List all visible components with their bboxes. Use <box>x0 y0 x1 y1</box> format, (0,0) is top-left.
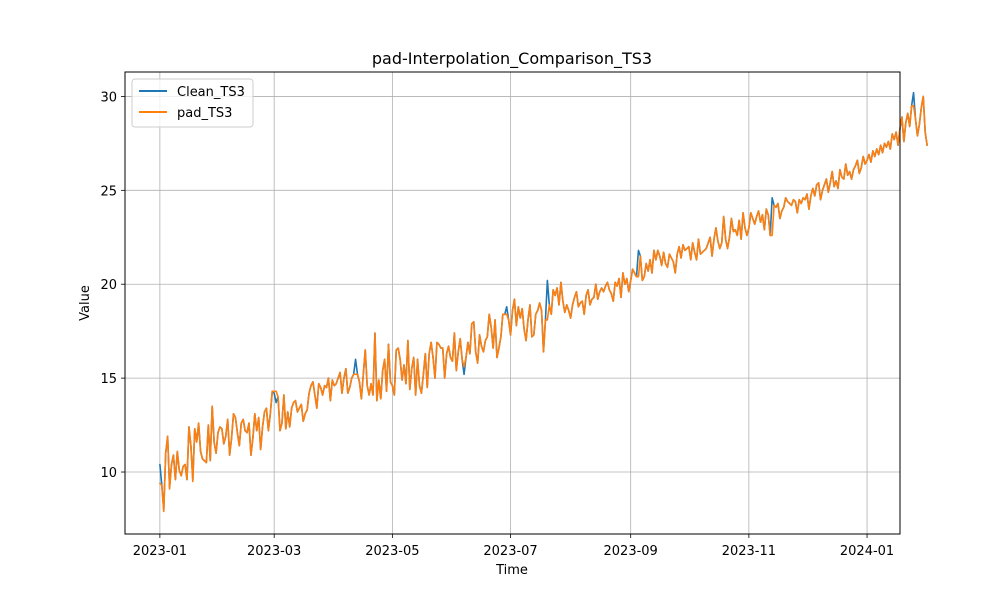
y-tick-label: 30 <box>100 90 117 105</box>
y-axis-label: Value <box>78 285 93 321</box>
x-axis-label: Time <box>495 563 528 578</box>
y-tick-label: 10 <box>100 466 117 481</box>
y-tick-label: 20 <box>100 278 117 293</box>
x-tick-label: 2023-01 <box>133 544 187 559</box>
plot-frame <box>124 71 901 535</box>
series-line-pad-ts3 <box>159 95 928 513</box>
x-tick-label: 2023-09 <box>604 544 658 559</box>
legend: Clean_TS3 pad_TS3 <box>131 78 254 128</box>
chart-title: pad-Interpolation_Comparison_TS3 <box>372 49 652 69</box>
x-tick-label: 2023-05 <box>365 544 419 559</box>
series-lines <box>159 91 928 513</box>
y-tick-label: 25 <box>100 184 117 199</box>
y-tick-label: 15 <box>100 372 117 387</box>
x-tick-label: 2024-01 <box>840 544 894 559</box>
y-axis: 10 15 20 25 30 <box>100 90 125 481</box>
x-tick-label: 2023-11 <box>722 544 776 559</box>
x-tick-label: 2023-07 <box>483 544 537 559</box>
x-axis: 2023-01 2023-03 2023-05 2023-07 2023-09 2023-… <box>133 534 894 559</box>
grid <box>125 72 900 534</box>
legend-label-pad-ts3: pad_TS3 <box>177 106 232 121</box>
x-tick-label: 2023-03 <box>247 544 301 559</box>
legend-label-clean-ts3: Clean_TS3 <box>177 85 245 100</box>
